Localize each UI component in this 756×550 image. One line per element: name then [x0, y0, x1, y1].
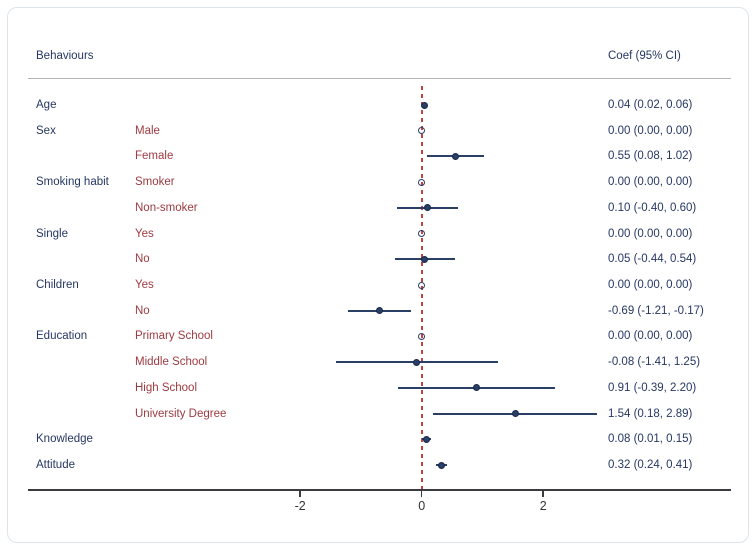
x-axis-tick-label: 0 — [418, 499, 426, 513]
row-category-label: Female — [135, 150, 174, 163]
figure-border — [7, 7, 749, 543]
point-estimate-marker — [418, 230, 426, 238]
row-group-label: Children — [36, 279, 79, 292]
row-group-label: Attitude — [36, 459, 75, 472]
coef-value: 0.00 (0.00, 0.00) — [608, 176, 693, 189]
coef-value: 0.55 (0.08, 1.02) — [608, 150, 693, 163]
coef-value: 0.00 (0.00, 0.00) — [608, 279, 693, 292]
point-estimate-marker — [473, 384, 481, 392]
point-estimate-marker — [376, 307, 384, 315]
coef-value: 0.04 (0.02, 0.06) — [608, 99, 693, 111]
header-separator-line — [28, 78, 731, 79]
row-category-label: Yes — [135, 227, 154, 240]
row-group-label: Smoking habit — [36, 176, 109, 189]
point-estimate-marker — [418, 281, 426, 289]
coef-value: 0.32 (0.24, 0.41) — [608, 459, 693, 472]
coef-value: 0.10 (-0.40, 0.60) — [608, 201, 697, 214]
row-category-label: Primary School — [135, 330, 213, 343]
point-estimate-marker — [423, 435, 431, 443]
x-axis-tick — [420, 491, 423, 497]
coef-value: 0.00 (0.00, 0.00) — [608, 124, 693, 137]
point-estimate-marker — [418, 127, 426, 135]
x-axis-line — [28, 489, 731, 491]
row-group-label: Sex — [36, 124, 56, 137]
x-axis-tick-label: 2 — [539, 499, 547, 513]
x-axis-tick — [299, 491, 301, 497]
coef-value: 0.00 (0.00, 0.00) — [608, 227, 693, 240]
point-estimate-marker — [511, 410, 519, 418]
row-group-label: Single — [36, 227, 68, 240]
row-category-label: University Degree — [135, 407, 227, 420]
column-header-behaviours: Behaviours — [36, 50, 94, 62]
coef-value: 0.91 (-0.39, 2.20) — [608, 381, 697, 394]
row-category-label: High School — [135, 381, 198, 394]
point-estimate-marker — [418, 178, 426, 186]
coef-value: 0.05 (-0.44, 0.54) — [608, 253, 697, 266]
coef-value: 0.00 (0.00, 0.00) — [608, 330, 693, 343]
point-estimate-marker — [418, 332, 426, 340]
coef-value: 1.54 (0.18, 2.89) — [608, 407, 693, 420]
row-category-label: No — [135, 253, 150, 266]
row-category-label: Non-smoker — [135, 201, 198, 214]
point-estimate-marker — [424, 204, 432, 212]
row-category-label: Middle School — [135, 356, 208, 369]
row-category-label: Smoker — [135, 176, 175, 189]
row-category-label: Yes — [135, 279, 154, 292]
point-estimate-marker — [437, 461, 445, 469]
point-estimate-marker — [451, 152, 459, 160]
x-axis-tick-label: -2 — [294, 499, 306, 513]
coef-value: 0.08 (0.01, 0.15) — [608, 433, 693, 446]
point-estimate-marker — [420, 101, 428, 109]
coef-value: -0.69 (-1.21, -0.17) — [608, 304, 704, 317]
row-group-label: Education — [36, 330, 88, 343]
row-group-label: Age — [36, 99, 57, 111]
coef-value: -0.08 (-1.41, 1.25) — [608, 356, 701, 369]
x-axis-tick — [542, 491, 544, 497]
point-estimate-marker — [421, 255, 429, 263]
row-group-label: Knowledge — [36, 433, 93, 446]
column-header-coef-ci: Coef (95% CI) — [608, 50, 681, 62]
row-category-label: Male — [135, 124, 160, 137]
point-estimate-marker — [413, 358, 421, 366]
row-category-label: No — [135, 304, 150, 317]
